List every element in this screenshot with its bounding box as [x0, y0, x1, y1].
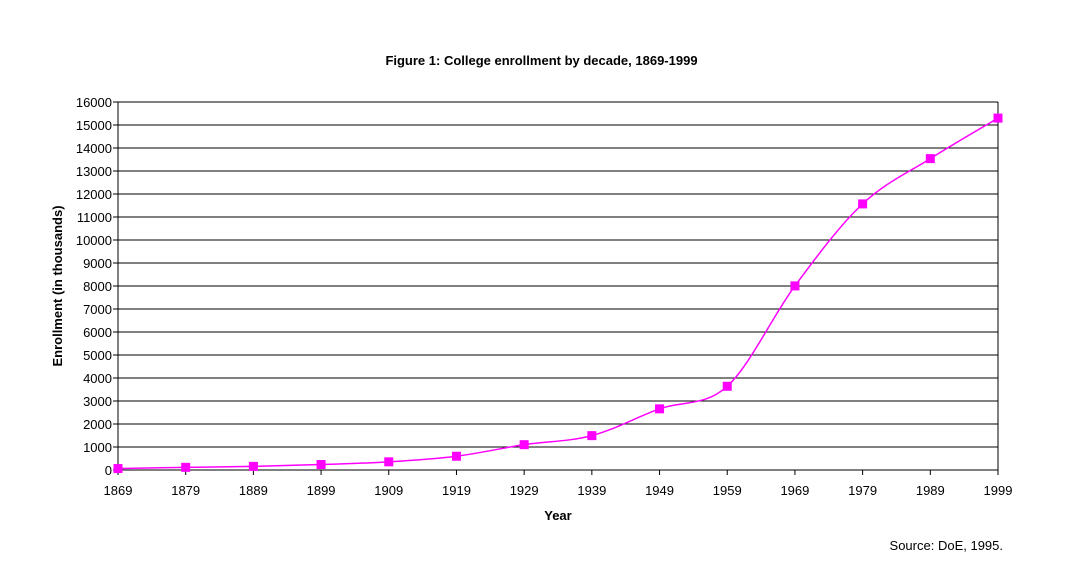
y-tick-label: 14000: [76, 141, 112, 156]
x-tick-label: 1999: [984, 483, 1013, 498]
y-tick-label: 5000: [83, 348, 112, 363]
data-point: [655, 404, 665, 414]
x-tick-label: 1879: [171, 483, 200, 498]
data-point: [925, 154, 935, 164]
y-tick-label: 7000: [83, 302, 112, 317]
x-tick-label: 1919: [442, 483, 471, 498]
data-point: [248, 461, 258, 471]
chart-title: Figure 1: College enrollment by decade, …: [385, 53, 698, 68]
y-tick-label: 9000: [83, 256, 112, 271]
data-point: [722, 381, 732, 391]
x-tick-label: 1869: [104, 483, 133, 498]
data-point: [451, 451, 461, 461]
data-point: [858, 199, 868, 209]
source-note: Source: DoE, 1995.: [889, 538, 1003, 553]
x-tick-label: 1909: [374, 483, 403, 498]
x-tick-label: 1989: [916, 483, 945, 498]
y-tick-label: 4000: [83, 371, 112, 386]
x-tick-label: 1889: [239, 483, 268, 498]
data-point: [113, 464, 123, 474]
y-tick-label: 13000: [76, 164, 112, 179]
x-tick-label: 1969: [780, 483, 809, 498]
x-tick-label: 1979: [848, 483, 877, 498]
data-point: [384, 457, 394, 467]
x-tick-label: 1929: [510, 483, 539, 498]
y-tick-label: 8000: [83, 279, 112, 294]
y-tick-label: 3000: [83, 394, 112, 409]
data-point: [316, 460, 326, 470]
y-tick-label: 6000: [83, 325, 112, 340]
series-line: [117, 117, 999, 470]
x-tick-label: 1959: [713, 483, 742, 498]
x-tick-label: 1899: [307, 483, 336, 498]
y-tick-label: 11000: [77, 210, 112, 225]
y-tick-label: 1000: [83, 440, 112, 455]
y-tick-label: 2000: [83, 417, 112, 432]
y-tick-label: 12000: [76, 187, 112, 202]
y-tick-label: 16000: [76, 95, 112, 110]
x-tick-label: 1949: [645, 483, 674, 498]
y-tick-label: 0: [105, 463, 112, 478]
data-point: [181, 462, 191, 472]
y-axis-label: Enrollment (in thousands): [50, 205, 65, 366]
data-point: [993, 113, 1003, 123]
x-axis-label: Year: [544, 508, 571, 523]
data-point: [790, 281, 800, 291]
data-point: [519, 440, 529, 450]
x-tick-label: 1939: [577, 483, 606, 498]
y-tick-label: 10000: [76, 233, 112, 248]
data-point: [587, 431, 597, 441]
y-tick-label: 15000: [76, 118, 112, 133]
